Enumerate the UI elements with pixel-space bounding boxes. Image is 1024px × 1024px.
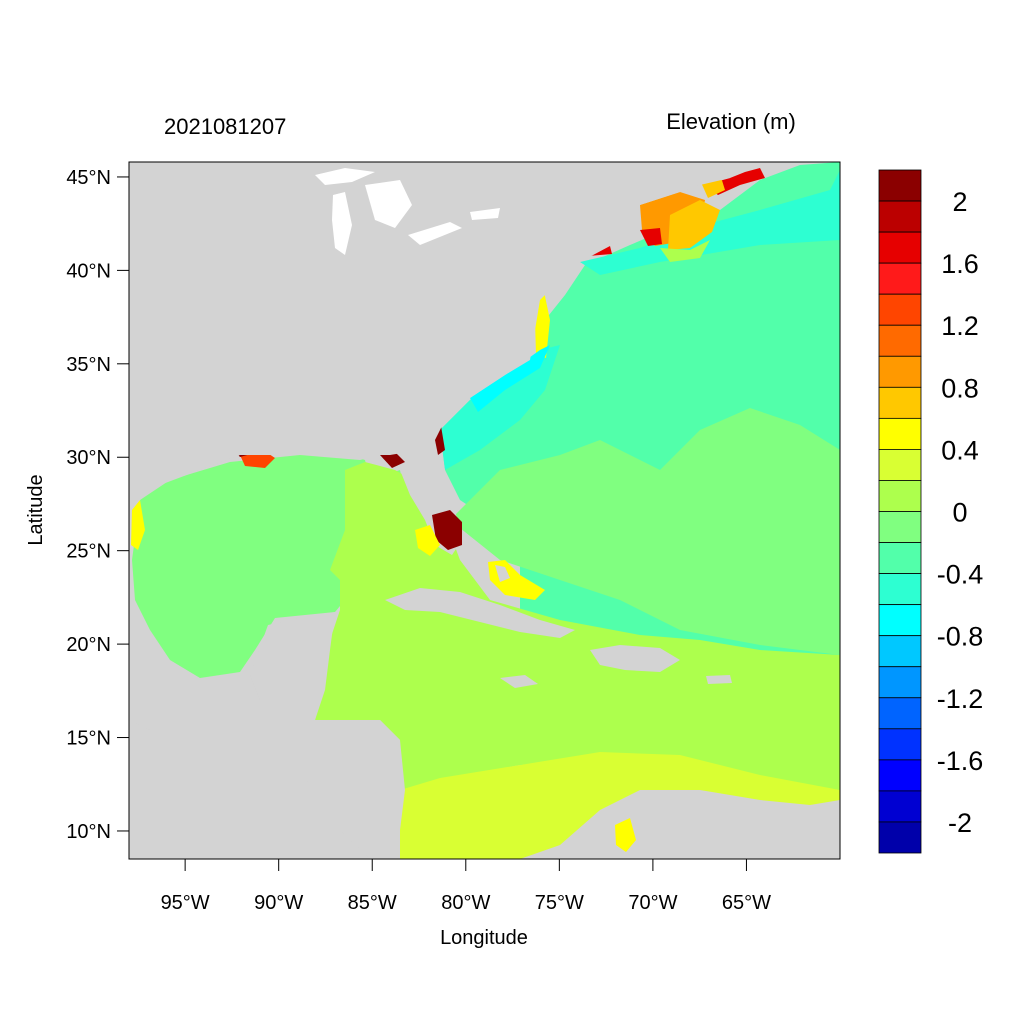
texas-coast-yellow <box>131 500 145 550</box>
timestamp-title: 2021081207 <box>164 114 286 139</box>
north-america-land <box>129 162 730 510</box>
colorbar-band <box>878 697 922 730</box>
colorbar-band <box>878 480 922 512</box>
x-tick-label: 75°W <box>535 892 584 914</box>
y-axis: 45°N 40°N 35°N 30°N 25°N 20°N 15°N 10°N <box>66 167 129 843</box>
mid-atlantic-shelf <box>470 345 550 412</box>
colorbar-band <box>878 200 922 233</box>
colorbar-band <box>878 759 922 792</box>
colorbar-title: Elevation (m) <box>666 109 796 134</box>
colorbar-band <box>878 542 922 574</box>
colorbar-band <box>878 169 922 202</box>
x-tick-label: 65°W <box>722 892 771 914</box>
colorbar-band <box>878 324 922 357</box>
northeast-cyan-zone <box>580 170 840 275</box>
x-tick-label: 95°W <box>161 892 210 914</box>
jamaica-land <box>500 675 538 688</box>
cape-cod-red <box>640 228 662 246</box>
new-england-surge-yellow <box>668 200 720 250</box>
colorbar-band <box>878 511 922 543</box>
colorbar: 2 1.6 1.2 0.8 0.4 0 -0.4 -0.8 -1.2 -1.6 -2 <box>878 169 984 854</box>
colorbar-label: 0.4 <box>941 435 979 465</box>
colorbar-band <box>878 355 922 388</box>
colorbar-label: -1.6 <box>937 746 984 776</box>
florida-west-yellow <box>415 525 440 556</box>
x-axis: 95°W 90°W 85°W 80°W 75°W 70°W 65°W <box>161 859 771 914</box>
lake-erie <box>408 222 462 245</box>
south-america-land <box>520 790 840 859</box>
x-tick-label: 85°W <box>348 892 397 914</box>
colorbar-band <box>878 449 922 481</box>
colorbar-label: 0 <box>952 498 967 528</box>
atlantic-green-zone <box>450 408 840 655</box>
y-tick-label: 20°N <box>66 634 111 656</box>
colorbar-band <box>878 728 922 761</box>
colorbar-band <box>878 573 922 606</box>
colorbar-band <box>878 386 922 419</box>
x-tick-label: 80°W <box>441 892 490 914</box>
colorbar-label: 0.8 <box>941 373 979 403</box>
colorbar-band <box>878 417 922 450</box>
gulf-of-mexico <box>132 455 410 678</box>
atlantic-cyan-zone <box>440 345 560 470</box>
colorbar-band <box>878 604 922 637</box>
lake-huron <box>365 180 412 228</box>
x-axis-label: Longitude <box>440 927 528 949</box>
y-tick-label: 30°N <box>66 447 111 469</box>
y-axis-label: Latitude <box>25 474 47 545</box>
colorbar-band <box>878 790 922 823</box>
colorbar-label: -0.8 <box>937 622 984 652</box>
y-tick-label: 35°N <box>66 354 111 376</box>
central-america-land <box>129 720 400 859</box>
colorbar-band <box>878 635 922 668</box>
lake-ontario <box>470 208 500 220</box>
colorbar-label: 1.6 <box>941 249 979 279</box>
colorbar-band <box>878 262 922 295</box>
y-tick-label: 45°N <box>66 167 111 189</box>
yucatan-land <box>250 612 335 720</box>
bahamas-land <box>495 565 510 582</box>
florida-surge <box>432 510 462 550</box>
puerto-rico-land <box>706 675 732 684</box>
big-bend-surge <box>380 452 405 468</box>
y-tick-label: 15°N <box>66 728 111 750</box>
y-tick-label: 40°N <box>66 260 111 282</box>
hispaniola-land <box>590 645 680 672</box>
colorbar-band <box>878 231 922 264</box>
y-tick-label: 25°N <box>66 541 111 563</box>
colorbar-band <box>878 666 922 699</box>
colorbar-label: -1.2 <box>937 684 984 714</box>
colorbar-label: 2 <box>952 187 967 217</box>
cuba-land <box>385 588 575 638</box>
x-tick-label: 90°W <box>254 892 303 914</box>
colorbar-label: -2 <box>948 808 972 838</box>
colorbar-label: 1.2 <box>941 311 979 341</box>
colorbar-band <box>878 821 922 854</box>
colorbar-label: -0.4 <box>937 560 984 590</box>
central-america-isthmus <box>300 720 405 859</box>
colorbar-band <box>878 293 922 326</box>
lake-superior <box>315 168 375 185</box>
map-panel <box>129 162 840 859</box>
maracaibo-yellow <box>615 818 636 852</box>
y-tick-label: 10°N <box>66 821 111 843</box>
gulf-of-maine-green <box>660 240 710 262</box>
lake-michigan <box>332 192 352 255</box>
x-tick-label: 70°W <box>628 892 677 914</box>
